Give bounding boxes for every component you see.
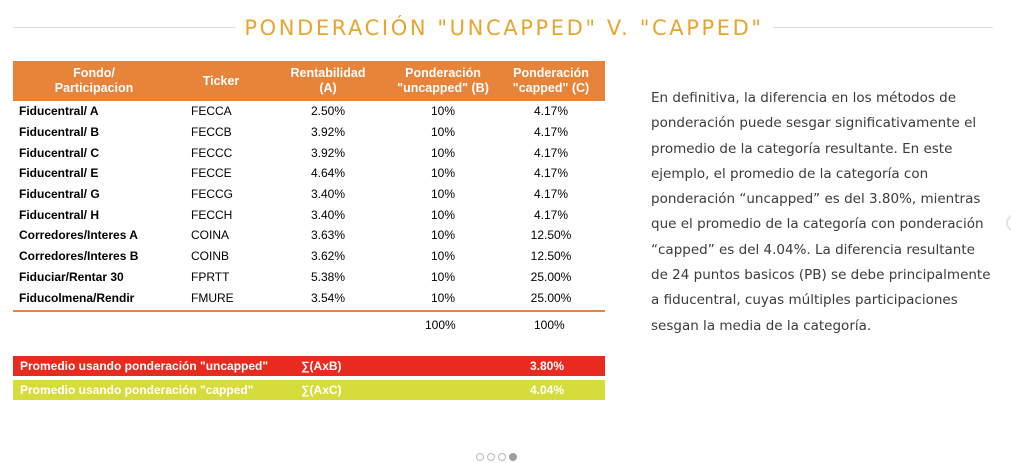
uncapped-weight-cell: 10% — [430, 228, 456, 243]
ticker-cell: FECCG — [191, 187, 233, 202]
carousel-dot[interactable] — [476, 453, 484, 461]
uncapped-weight-cell: 10% — [430, 249, 456, 264]
capped-weight-cell: 25.00% — [530, 269, 572, 284]
uncapped-weight-cell: 10% — [430, 187, 456, 202]
return-cell: 2.50% — [310, 104, 346, 119]
return-cell: 3.40% — [310, 187, 346, 202]
ticker-cell: COINB — [191, 249, 230, 264]
weighting-table-container: Fondo/Participacion Ticker Rentabilidad(… — [13, 61, 605, 308]
capped-weight-cell: 4.17% — [533, 166, 569, 181]
weighting-table: Fondo/Participacion Ticker Rentabilidad(… — [13, 61, 605, 308]
ticker-cell: FMURE — [191, 290, 234, 305]
summary-uncapped-formula: ∑(AxB) — [301, 359, 342, 373]
return-cell: 3.40% — [310, 207, 346, 222]
table-row: Fiduciar/Rentar 30 FPRTT 5.38% 10% 25.00% — [13, 267, 605, 288]
fund-cell: Fiduciar/Rentar 30 — [19, 269, 124, 284]
table-row: Fiducolmena/Rendir FMURE 3.54% 10% 25.00% — [13, 287, 605, 308]
table-row: Fiducentral/ C FECCC 3.92% 10% 4.17% — [13, 142, 605, 163]
fund-cell: Fiducolmena/Rendir — [19, 290, 135, 305]
ticker-cell: FECCB — [191, 125, 232, 140]
explanation-paragraph: En definitiva, la diferencia en los méto… — [651, 90, 991, 334]
uncapped-weight-cell: 10% — [430, 166, 456, 181]
fund-cell: Fiducentral/ E — [19, 166, 99, 181]
fund-cell: Fiducentral/ G — [19, 187, 100, 202]
capped-weight-cell: 4.17% — [533, 187, 569, 202]
total-capped: 100% — [534, 318, 565, 332]
capped-weight-cell: 4.17% — [533, 104, 569, 119]
return-cell: 5.38% — [310, 269, 346, 284]
table-row: Fiducentral/ B FECCB 3.92% 10% 4.17% — [13, 122, 605, 143]
title-divider-right — [773, 27, 993, 28]
table-row: Fiducentral/ G FECCG 3.40% 10% 4.17% — [13, 184, 605, 205]
capped-weight-cell: 4.17% — [533, 145, 569, 160]
summary-uncapped-value: 3.80% — [530, 359, 565, 373]
title-divider-left — [14, 27, 236, 28]
summary-uncapped-label: Promedio usando ponderación "uncapped" — [20, 359, 269, 373]
return-cell: 4.64% — [310, 166, 346, 181]
ticker-cell: FECCC — [191, 145, 233, 160]
section-title: PONDERACIÓN "UNCAPPED" V. "CAPPED" — [244, 16, 764, 40]
summary-uncapped-bar: Promedio usando ponderación "uncapped" ∑… — [13, 356, 605, 376]
uncapped-weight-cell: 10% — [430, 145, 456, 160]
fund-cell: Fiducentral/ C — [19, 145, 100, 160]
next-slide-ring-icon[interactable] — [1006, 214, 1011, 232]
header-ticker: Ticker — [175, 61, 267, 101]
return-cell: 3.54% — [310, 290, 346, 305]
capped-weight-cell: 4.17% — [533, 207, 569, 222]
header-return: Rentabilidad (A) — [267, 61, 389, 101]
fund-cell: Fiducentral/ H — [19, 207, 100, 222]
table-total-divider — [13, 310, 605, 312]
table-row: Fiducentral/ A FECCA 2.50% 10% 4.17% — [13, 101, 605, 122]
carousel-dot[interactable] — [509, 453, 517, 461]
uncapped-weight-cell: 10% — [430, 290, 456, 305]
fund-cell: Fiducentral/ B — [19, 125, 100, 140]
table-row: Fiducentral/ H FECCH 3.40% 10% 4.17% — [13, 204, 605, 225]
ticker-cell: FECCE — [191, 166, 232, 181]
return-cell: 3.63% — [310, 228, 346, 243]
fund-cell: Corredores/Interes B — [19, 249, 139, 264]
header-fund: Fondo/Participacion — [13, 61, 175, 101]
ticker-cell: FECCA — [191, 104, 232, 119]
return-cell: 3.92% — [310, 125, 346, 140]
total-uncapped: 100% — [425, 318, 456, 332]
capped-weight-cell: 12.50% — [530, 228, 572, 243]
ticker-cell: COINA — [191, 228, 230, 243]
uncapped-weight-cell: 10% — [430, 207, 456, 222]
capped-weight-cell: 4.17% — [533, 125, 569, 140]
ticker-cell: FECCH — [191, 207, 233, 222]
table-row: Corredores/Interes B COINB 3.62% 10% 12.50% — [13, 246, 605, 267]
return-cell: 3.92% — [310, 145, 346, 160]
table-row: Fiducentral/ E FECCE 4.64% 10% 4.17% — [13, 163, 605, 184]
section-title-row: PONDERACIÓN "UNCAPPED" V. "CAPPED" — [0, 12, 1011, 44]
table-row: Corredores/Interes A COINA 3.63% 10% 12.50% — [13, 225, 605, 246]
return-cell: 3.62% — [310, 249, 346, 264]
capped-weight-cell: 12.50% — [530, 249, 572, 264]
uncapped-weight-cell: 10% — [430, 125, 456, 140]
summary-capped-value: 4.04% — [530, 383, 565, 397]
capped-weight-cell: 25.00% — [530, 290, 572, 305]
ticker-cell: FPRTT — [191, 269, 230, 284]
summary-capped-bar: Promedio usando ponderación "capped" ∑(A… — [13, 380, 605, 400]
uncapped-weight-cell: 10% — [430, 269, 456, 284]
carousel-dot[interactable] — [487, 453, 495, 461]
fund-cell: Corredores/Interes A — [19, 228, 138, 243]
table-header-row: Fondo/Participacion Ticker Rentabilidad(… — [13, 61, 605, 101]
carousel-dot[interactable] — [498, 453, 506, 461]
header-uncapped: Ponderación "uncapped" (B) — [389, 61, 497, 101]
summary-capped-formula: ∑(AxC) — [301, 383, 342, 397]
header-capped: Ponderación "capped" (C) — [497, 61, 605, 101]
summary-capped-label: Promedio usando ponderación "capped" — [20, 383, 254, 397]
uncapped-weight-cell: 10% — [430, 104, 456, 119]
fund-cell: Fiducentral/ A — [19, 104, 99, 119]
